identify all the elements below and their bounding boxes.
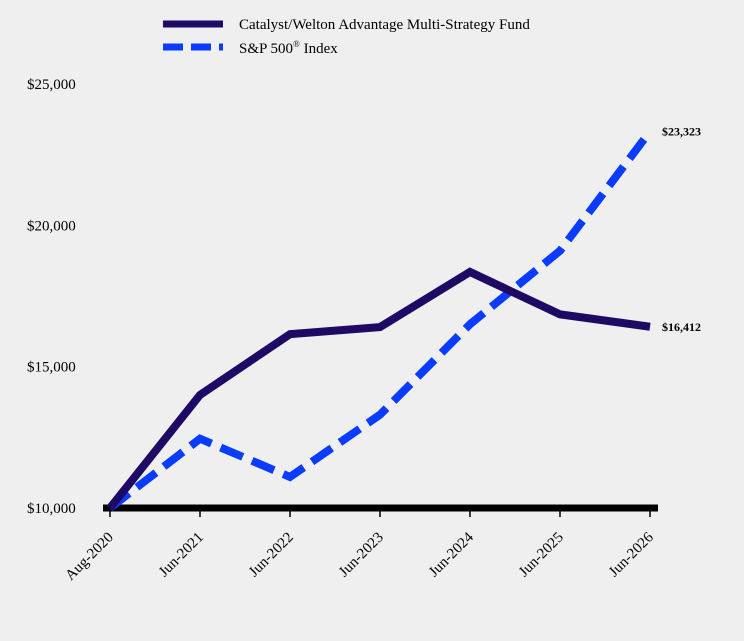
end-value-label-index: $23,323 xyxy=(662,124,701,138)
legend-label-index-suffix: Index xyxy=(300,41,338,57)
y-tick-label: $10,000 xyxy=(27,501,76,517)
y-tick-label: $25,000 xyxy=(27,77,76,93)
end-labels: $16,412 $23,323 xyxy=(662,124,701,333)
x-axis-ticks xyxy=(109,508,651,517)
x-axis-labels: Aug-2020 Jun-2021 Jun-2022 Jun-2023 Jun-… xyxy=(63,529,658,584)
y-axis: $10,000 $15,000 $20,000 $25,000 xyxy=(27,77,76,517)
x-tick-label: Jun-2025 xyxy=(516,530,567,581)
legend: Catalyst/Welton Advantage Multi-Strategy… xyxy=(163,17,530,57)
x-tick-label: Aug-2020 xyxy=(63,530,117,584)
legend-label-index: S&P 500® Index xyxy=(239,39,338,57)
x-tick-label: Jun-2023 xyxy=(336,530,387,581)
x-tick-label: Jun-2026 xyxy=(606,529,657,580)
series-line-fund xyxy=(106,267,651,511)
x-axis: Aug-2020 Jun-2021 Jun-2022 Jun-2023 Jun-… xyxy=(63,504,658,584)
end-value-label-fund: $16,412 xyxy=(662,320,701,334)
y-tick-label: $20,000 xyxy=(27,218,76,234)
legend-label-index-name: S&P 500 xyxy=(239,41,293,57)
series-line-index xyxy=(107,128,654,512)
series-layer xyxy=(106,128,654,512)
legend-label-fund: Catalyst/Welton Advantage Multi-Strategy… xyxy=(239,17,530,33)
legend-label-index-registered-mark: ® xyxy=(293,39,300,49)
x-tick-label: Jun-2022 xyxy=(246,530,297,581)
legend-item-index: S&P 500® Index xyxy=(163,39,338,57)
x-tick-label: Jun-2021 xyxy=(156,530,207,581)
legend-item-fund: Catalyst/Welton Advantage Multi-Strategy… xyxy=(163,17,530,33)
y-tick-label: $15,000 xyxy=(27,360,76,376)
x-tick-label: Jun-2024 xyxy=(426,529,477,580)
